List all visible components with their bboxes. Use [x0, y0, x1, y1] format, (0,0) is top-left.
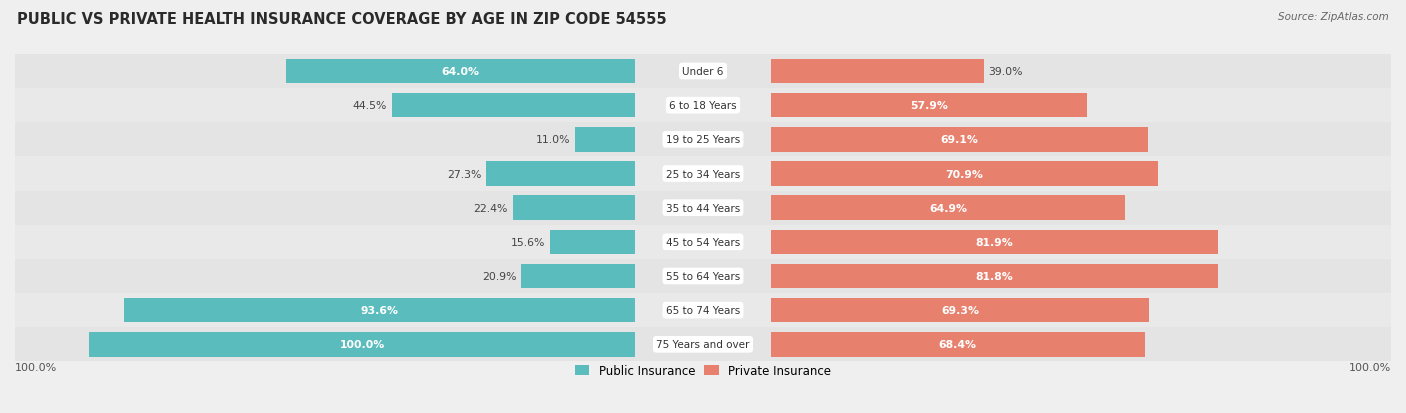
- Bar: [15, 123, 1391, 157]
- Text: 64.9%: 64.9%: [929, 203, 967, 213]
- Bar: [770, 196, 1125, 221]
- Text: 69.1%: 69.1%: [941, 135, 979, 145]
- Bar: [15, 225, 1391, 259]
- Bar: [770, 94, 1087, 118]
- Bar: [285, 59, 636, 84]
- Text: 65 to 74 Years: 65 to 74 Years: [666, 305, 740, 316]
- Text: 100.0%: 100.0%: [15, 362, 58, 372]
- Bar: [575, 128, 636, 152]
- Text: 39.0%: 39.0%: [988, 67, 1024, 77]
- Text: 27.3%: 27.3%: [447, 169, 481, 179]
- Text: 25 to 34 Years: 25 to 34 Years: [666, 169, 740, 179]
- Text: 45 to 54 Years: 45 to 54 Years: [666, 237, 740, 247]
- Text: 100.0%: 100.0%: [1348, 362, 1391, 372]
- Bar: [15, 191, 1391, 225]
- Text: 70.9%: 70.9%: [945, 169, 983, 179]
- Bar: [124, 298, 636, 323]
- Bar: [15, 328, 1391, 361]
- Bar: [770, 162, 1159, 186]
- Bar: [15, 55, 1391, 89]
- Bar: [770, 332, 1144, 357]
- Bar: [522, 264, 636, 289]
- Bar: [770, 128, 1149, 152]
- Bar: [770, 264, 1218, 289]
- Text: Source: ZipAtlas.com: Source: ZipAtlas.com: [1278, 12, 1389, 22]
- Text: 19 to 25 Years: 19 to 25 Years: [666, 135, 740, 145]
- Bar: [89, 332, 636, 357]
- Bar: [770, 298, 1150, 323]
- Text: 69.3%: 69.3%: [941, 305, 979, 316]
- Text: 64.0%: 64.0%: [441, 67, 479, 77]
- Text: 11.0%: 11.0%: [536, 135, 571, 145]
- Bar: [550, 230, 636, 254]
- Bar: [770, 59, 984, 84]
- Text: 100.0%: 100.0%: [339, 339, 385, 349]
- Bar: [486, 162, 636, 186]
- Text: 81.9%: 81.9%: [976, 237, 1014, 247]
- Bar: [392, 94, 636, 118]
- Text: 15.6%: 15.6%: [510, 237, 546, 247]
- Text: 57.9%: 57.9%: [910, 101, 948, 111]
- Bar: [15, 259, 1391, 293]
- Text: 75 Years and over: 75 Years and over: [657, 339, 749, 349]
- Text: 55 to 64 Years: 55 to 64 Years: [666, 271, 740, 281]
- Text: 20.9%: 20.9%: [482, 271, 516, 281]
- Text: 35 to 44 Years: 35 to 44 Years: [666, 203, 740, 213]
- Bar: [15, 293, 1391, 328]
- Bar: [15, 89, 1391, 123]
- Text: Under 6: Under 6: [682, 67, 724, 77]
- Text: 93.6%: 93.6%: [360, 305, 398, 316]
- Text: 68.4%: 68.4%: [939, 339, 977, 349]
- Text: 44.5%: 44.5%: [353, 101, 387, 111]
- Legend: Public Insurance, Private Insurance: Public Insurance, Private Insurance: [571, 359, 835, 382]
- Text: 6 to 18 Years: 6 to 18 Years: [669, 101, 737, 111]
- Bar: [15, 157, 1391, 191]
- Bar: [513, 196, 636, 221]
- Bar: [770, 230, 1219, 254]
- Text: PUBLIC VS PRIVATE HEALTH INSURANCE COVERAGE BY AGE IN ZIP CODE 54555: PUBLIC VS PRIVATE HEALTH INSURANCE COVER…: [17, 12, 666, 27]
- Text: 22.4%: 22.4%: [474, 203, 508, 213]
- Text: 81.8%: 81.8%: [976, 271, 1014, 281]
